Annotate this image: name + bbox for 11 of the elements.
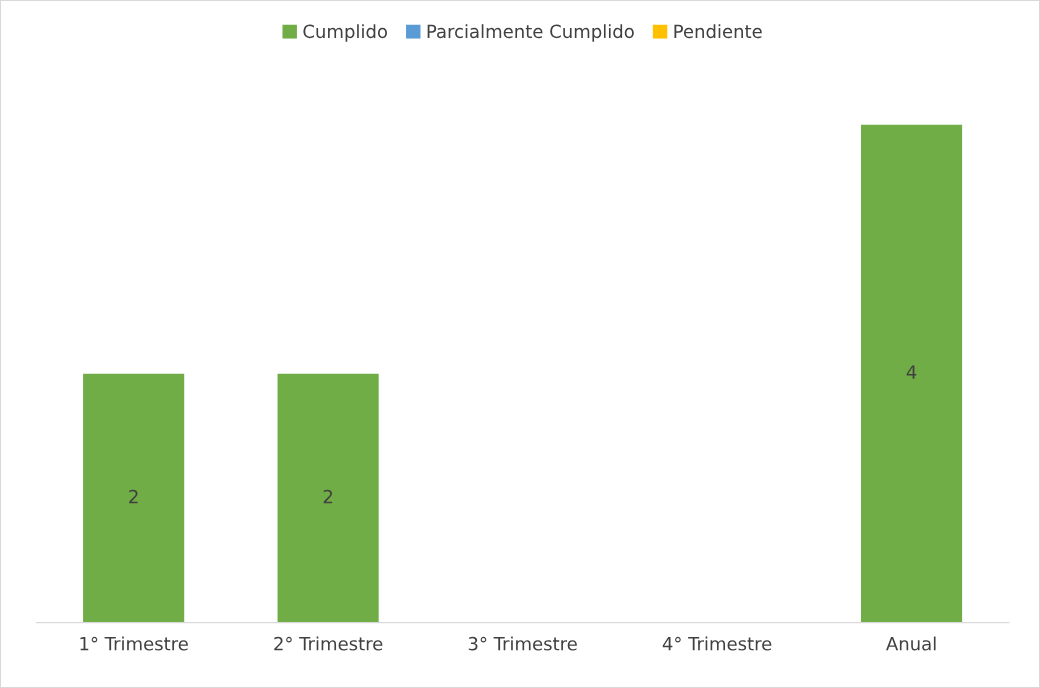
data-label: 2 — [129, 489, 138, 504]
legend-label: Cumplido — [303, 24, 387, 42]
data-label: 2 — [323, 489, 333, 504]
x-tick-label: 2° Trimestre — [274, 636, 383, 651]
x-tick-label: 3° Trimestre — [468, 636, 577, 651]
data-label: 4 — [906, 365, 917, 379]
x-tick-label: Anual — [886, 636, 936, 651]
x-tick-label: 4° Trimestre — [662, 636, 772, 651]
legend-label: Pendiente — [674, 24, 762, 39]
x-tick-label: 1° Trimestre — [80, 636, 188, 651]
legend-label: Parcialmente Cumplido — [427, 24, 634, 42]
